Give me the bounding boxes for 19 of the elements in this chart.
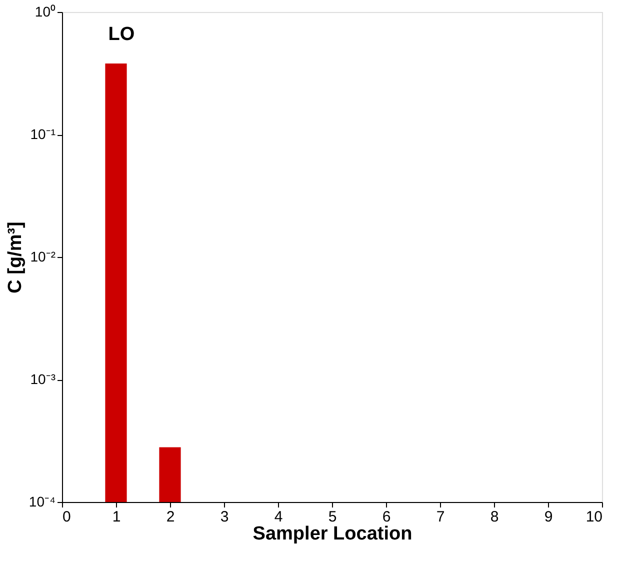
x-tick-label: 2 <box>166 508 175 526</box>
annotation: LO <box>108 24 135 45</box>
x-tick-label: 5 <box>328 508 337 526</box>
y-axis-title: C [g/m³] <box>4 222 26 294</box>
x-tick-label: 9 <box>544 508 553 526</box>
x-tick-label: 0 <box>62 508 71 526</box>
x-tick-label: 3 <box>220 508 229 526</box>
x-tick-label: 6 <box>382 508 391 526</box>
y-tick-label: 10⁰ <box>34 4 56 20</box>
y-tick-label: 10⁻³ <box>30 371 56 387</box>
x-axis-title: Sampler Location <box>252 524 412 544</box>
x-tick-label: 8 <box>490 508 499 526</box>
y-tick-label: 10⁻² <box>30 248 56 264</box>
y-tick-label: 10⁻¹ <box>30 126 56 142</box>
x-tick-label: 10 <box>586 508 602 526</box>
x-tick-label: 7 <box>436 508 445 526</box>
y-tick-label: 10⁻⁴ <box>28 494 56 510</box>
x-tick-label: 1 <box>112 508 121 526</box>
x-tick-label: 4 <box>274 508 283 526</box>
